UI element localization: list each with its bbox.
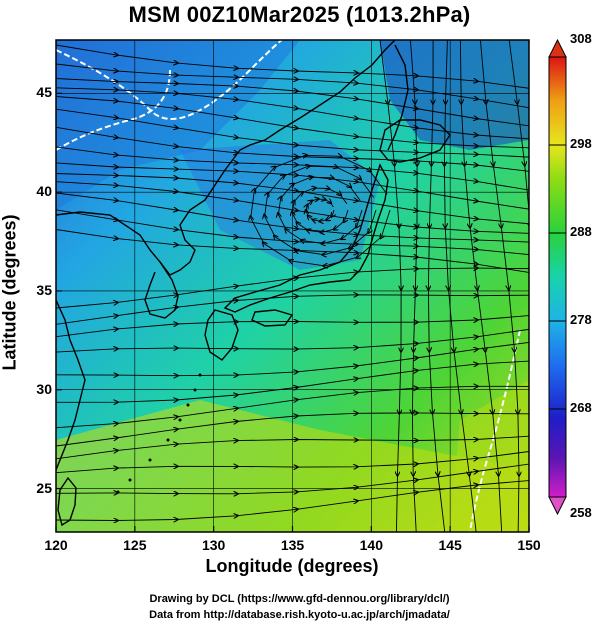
credit-data: Data from http://database.rish.kyoto-u.a…: [149, 609, 450, 621]
x-tick-label: 130: [201, 537, 226, 553]
x-tick-label: 135: [280, 537, 305, 553]
streamline: [428, 40, 446, 532]
y-axis-label: Latitude (degrees): [0, 214, 20, 371]
x-tick-label: 140: [359, 537, 383, 553]
colorbar-bottom-triangle: [548, 496, 567, 516]
x-tick-label: 150: [517, 537, 541, 553]
streamline: [410, 40, 417, 532]
colorbar-tick-label: 298: [570, 136, 592, 151]
x-tick-label: 145: [438, 537, 462, 553]
chart-title: MSM 00Z10Mar2025 (1013.2hPa): [128, 2, 471, 27]
y-tick-label: 30: [36, 380, 52, 397]
grid-lines: [56, 40, 529, 532]
colorbar-tick-label: 308: [570, 31, 592, 46]
credit-drawing: Drawing by DCL (https://www.gfd-dennou.o…: [149, 593, 450, 605]
streamline: [251, 155, 391, 266]
y-tick-label: 45: [36, 84, 52, 101]
streamlines: [56, 40, 529, 536]
x-tick-label: 125: [123, 537, 147, 553]
colorbar-tick-label: 288: [570, 224, 592, 239]
colorbar-tick-label: 278: [570, 312, 592, 327]
colorbar: [548, 38, 567, 516]
y-tick-label: 40: [36, 183, 52, 200]
axis-ticks: [55, 92, 530, 532]
colorbar-tick-label: 258: [570, 505, 592, 520]
streamline: [379, 40, 401, 532]
map-plot: [55, 39, 530, 536]
streamline: [56, 480, 529, 521]
x-tick-label: 120: [44, 537, 68, 553]
y-tick-label: 35: [36, 281, 52, 298]
colorbar-body: [548, 56, 567, 498]
colorbar-tick-label: 268: [570, 400, 592, 415]
y-tick-label: 25: [36, 479, 52, 496]
streamline: [508, 40, 529, 536]
x-axis-label: Longitude (degrees): [205, 556, 379, 576]
colorbar-top-triangle: [548, 38, 567, 58]
colorbar-ticks: [549, 56, 566, 498]
